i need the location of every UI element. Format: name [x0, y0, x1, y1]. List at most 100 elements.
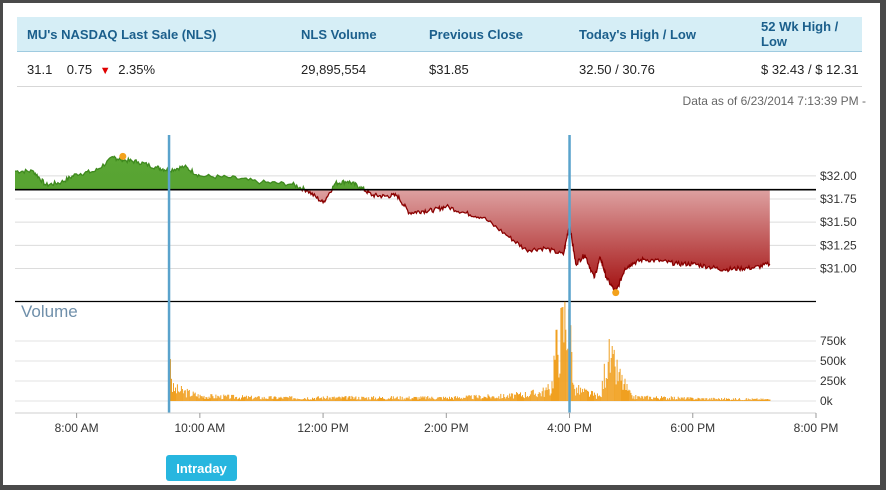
- volume-bar: [271, 398, 273, 401]
- volume-bar: [254, 396, 256, 401]
- volume-bar: [534, 393, 536, 401]
- volume-bar: [596, 393, 598, 401]
- volume-bar: [294, 398, 296, 401]
- volume-bar: [526, 396, 528, 401]
- volume-bar: [640, 398, 642, 401]
- volume-bar: [460, 397, 462, 401]
- volume-bar: [699, 398, 701, 401]
- volume-bar: [397, 399, 399, 401]
- volume-bar: [488, 395, 490, 401]
- volume-bar: [370, 399, 372, 401]
- volume-bar: [454, 396, 456, 401]
- volume-bar: [269, 396, 271, 401]
- volume-bar: [516, 392, 518, 401]
- volume-bar: [710, 399, 712, 401]
- volume-bar: [724, 397, 726, 401]
- volume-bar: [579, 394, 581, 401]
- volume-bar: [720, 400, 722, 401]
- volume-bar: [489, 397, 491, 401]
- volume-bar: [484, 396, 486, 401]
- volume-bar: [184, 390, 186, 401]
- volume-bar: [323, 397, 325, 401]
- volume-bar: [344, 396, 346, 401]
- price-tick-label: $32.00: [820, 169, 857, 183]
- volume-bar: [379, 396, 380, 401]
- volume-bar: [434, 399, 436, 401]
- intraday-button[interactable]: Intraday: [166, 455, 237, 481]
- volume-bar: [754, 399, 756, 401]
- volume-bar: [719, 399, 721, 401]
- volume-bar: [276, 399, 278, 401]
- volume-bar: [386, 399, 388, 401]
- volume-bar: [222, 399, 224, 401]
- volume-bar: [741, 400, 743, 401]
- volume-bar: [403, 398, 405, 401]
- volume-bar: [369, 399, 371, 401]
- volume-bar: [270, 396, 272, 401]
- volume-bar: [272, 398, 274, 401]
- volume-bar: [428, 398, 430, 401]
- volume-bar: [570, 325, 572, 401]
- volume-bar: [538, 392, 540, 401]
- volume-bar: [462, 397, 464, 401]
- volume-bar: [654, 397, 656, 401]
- volume-bar: [244, 396, 246, 401]
- volume-bar: [620, 380, 622, 401]
- volume-bar: [486, 398, 488, 401]
- volume-bar: [232, 394, 234, 401]
- volume-bar: [295, 398, 297, 401]
- volume-bar: [664, 397, 666, 401]
- volume-bar: [648, 399, 650, 401]
- volume-bar: [281, 397, 283, 401]
- volume-bar: [339, 397, 341, 401]
- volume-bar: [466, 396, 468, 401]
- volume-bar: [567, 348, 569, 401]
- volume-bar: [190, 396, 192, 401]
- volume-bar: [360, 399, 362, 401]
- volume-bar: [678, 397, 680, 401]
- volume-bar: [487, 394, 489, 401]
- volume-bar: [729, 398, 730, 401]
- volume-bar: [656, 396, 657, 401]
- volume-bar: [178, 392, 180, 401]
- volume-bar: [687, 397, 689, 401]
- volume-bar: [595, 398, 597, 401]
- volume-bar: [287, 397, 289, 401]
- volume-bar: [725, 399, 727, 401]
- volume-bar: [398, 399, 400, 401]
- volume-bar: [201, 396, 203, 401]
- volume-bar: [499, 398, 501, 401]
- volume-bar: [715, 399, 717, 401]
- volume-bar: [708, 399, 710, 401]
- header-last-sale: MU's NASDAQ Last Sale (NLS): [17, 17, 291, 52]
- volume-bar: [342, 397, 344, 401]
- volume-bar: [418, 397, 420, 401]
- volume-bar: [197, 394, 199, 401]
- volume-bar: [267, 398, 269, 401]
- volume-value: 29,895,554: [291, 51, 419, 87]
- volume-bar: [686, 397, 688, 401]
- volume-bar: [452, 397, 453, 401]
- volume-bar: [445, 396, 447, 401]
- volume-bar: [383, 398, 384, 401]
- volume-bar: [535, 396, 537, 401]
- volume-bar: [274, 396, 276, 401]
- volume-bar: [688, 398, 690, 401]
- volume-bar: [475, 394, 477, 401]
- volume-bar: [300, 399, 302, 401]
- volume-bar: [426, 397, 428, 401]
- volume-bar: [210, 394, 212, 401]
- volume-bar: [752, 399, 754, 401]
- volume-bar: [704, 400, 706, 401]
- volume-tick-label: 0k: [820, 394, 834, 408]
- volume-bar: [316, 396, 318, 401]
- volume-bar: [436, 398, 438, 401]
- volume-bar: [439, 397, 441, 401]
- volume-bar: [556, 329, 558, 401]
- volume-bar: [733, 399, 735, 401]
- volume-bar: [416, 397, 418, 401]
- volume-bar: [711, 397, 713, 401]
- volume-bar: [695, 398, 697, 401]
- volume-bar: [636, 399, 638, 401]
- volume-bar: [586, 389, 588, 401]
